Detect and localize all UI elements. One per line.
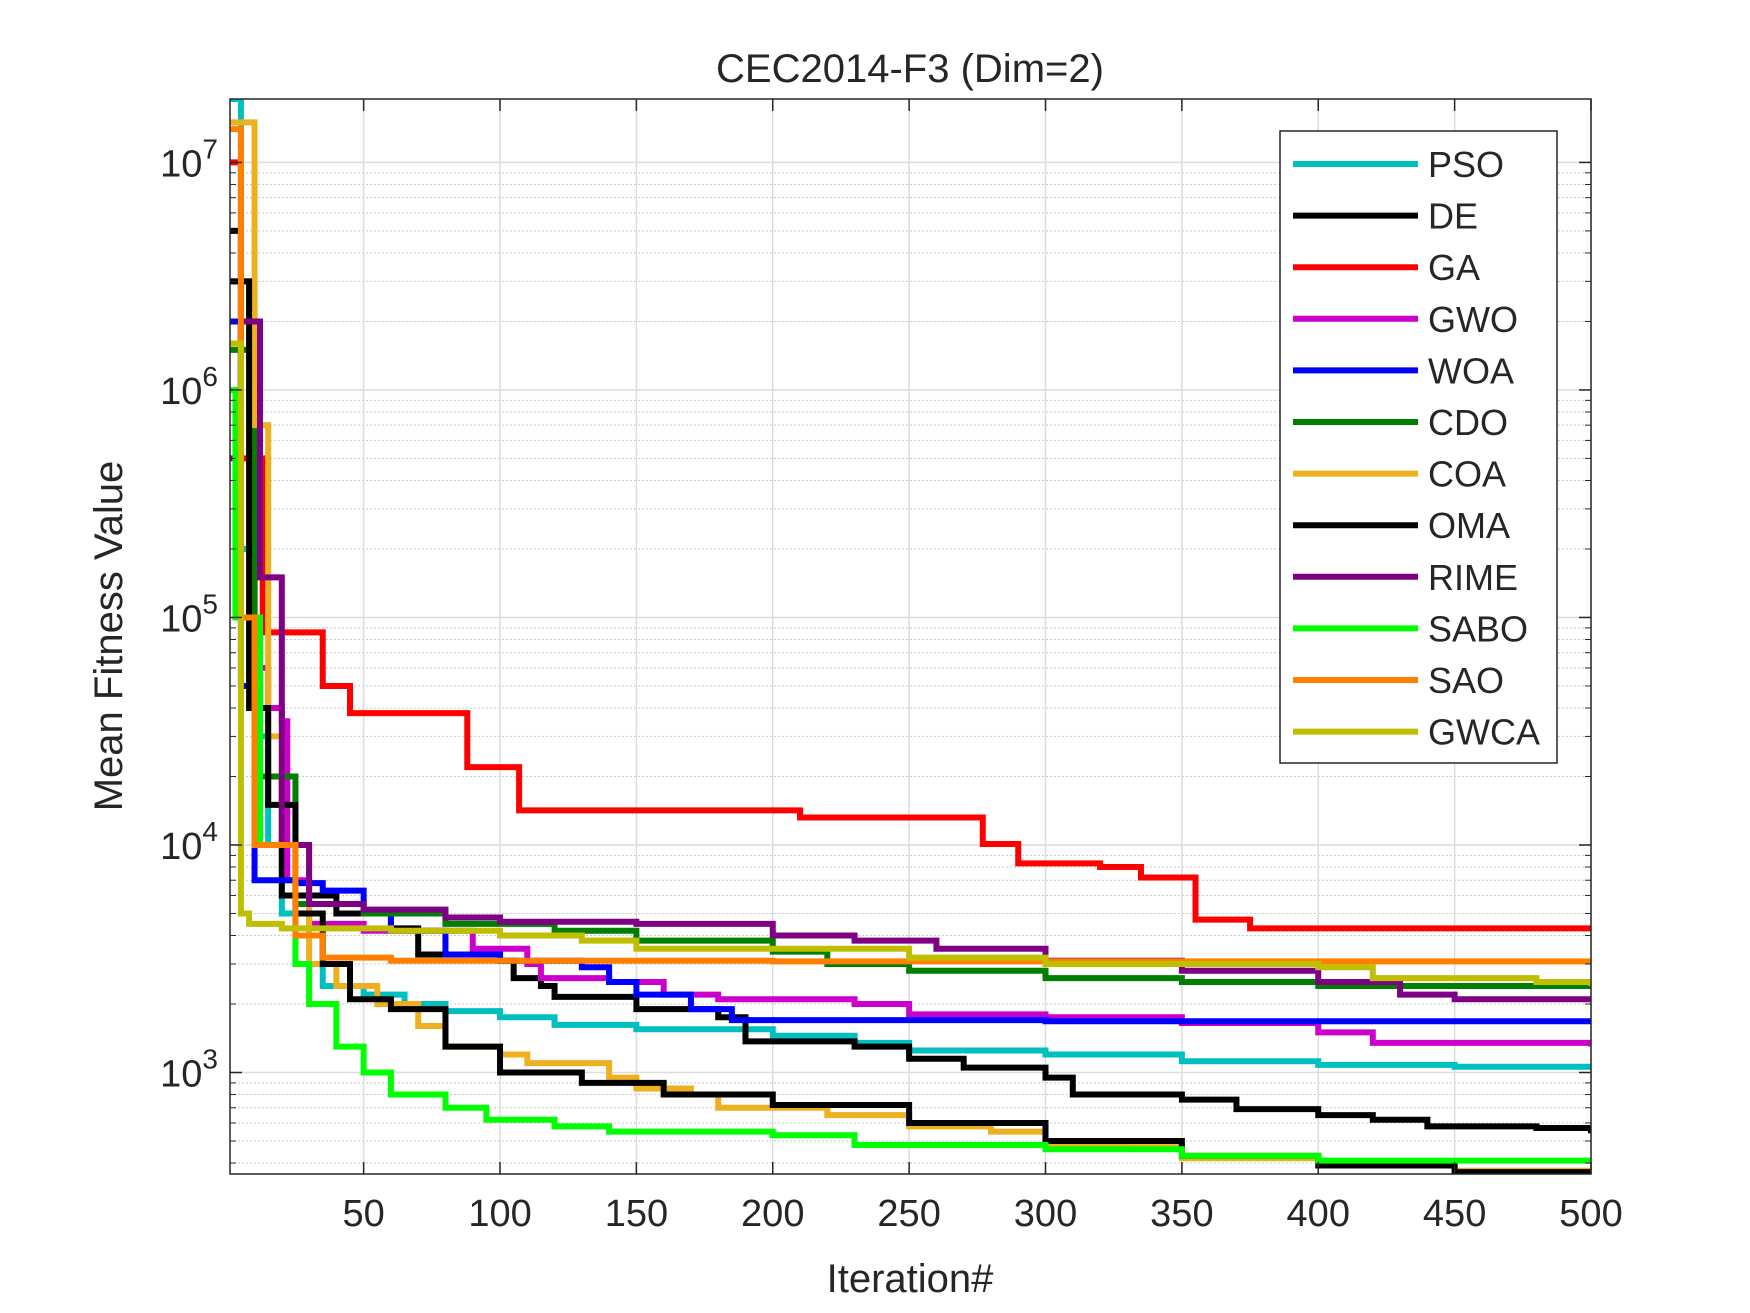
legend-label-coa: COA [1428,454,1506,495]
y-tick-label: 106 [160,361,218,413]
legend-label-gwca: GWCA [1428,712,1540,753]
ticks: 50 100 150 200 250 300 350 400 450 500 103 104 105 10… [160,99,1623,1235]
legend-label-cdo: CDO [1428,402,1508,443]
legend-label-sabo: SABO [1428,608,1528,649]
axes-box [229,98,1592,1175]
x-tick-label: 200 [741,1193,804,1235]
x-tick-label: 100 [468,1193,531,1235]
legend-label-de: DE [1428,196,1478,237]
legend-label-sao: SAO [1428,660,1504,701]
series-line-rime [230,318,1591,1003]
legend: PSO DE GA GWO WOA CDO COA OMA RIME SABO SAO GWCA [1279,130,1558,764]
legend-label-ga: GA [1428,247,1480,288]
x-tick-label: 250 [877,1193,940,1235]
series-lines [230,99,1591,1174]
series-line-sao [230,126,1591,965]
legend-label-pso: PSO [1428,144,1504,185]
y-tick-label: 103 [160,1043,218,1095]
x-tick-label: 500 [1559,1193,1622,1235]
y-axis-label: Mean Fitness Value [87,461,131,812]
x-tick-label: 50 [343,1193,385,1235]
legend-label-rime: RIME [1428,557,1518,598]
legend-label-woa: WOA [1428,350,1514,391]
x-axis-label: Iteration# [827,1257,995,1301]
y-tick-label: 105 [160,588,218,640]
x-tick-label: 350 [1150,1193,1213,1235]
legend-label-gwo: GWO [1428,299,1518,340]
chart-title: CEC2014-F3 (Dim=2) [716,47,1104,91]
y-tick-label: 104 [160,816,218,868]
series-line-ga [230,159,1591,932]
x-tick-label: 300 [1014,1193,1077,1235]
x-tick-label: 450 [1423,1193,1486,1235]
x-tick-label: 400 [1287,1193,1350,1235]
legend-box [1279,130,1558,764]
x-tick-label: 150 [605,1193,668,1235]
y-tick-label: 107 [160,133,218,185]
series-line-gwca [230,340,1591,986]
legend-label-oma: OMA [1428,505,1510,546]
